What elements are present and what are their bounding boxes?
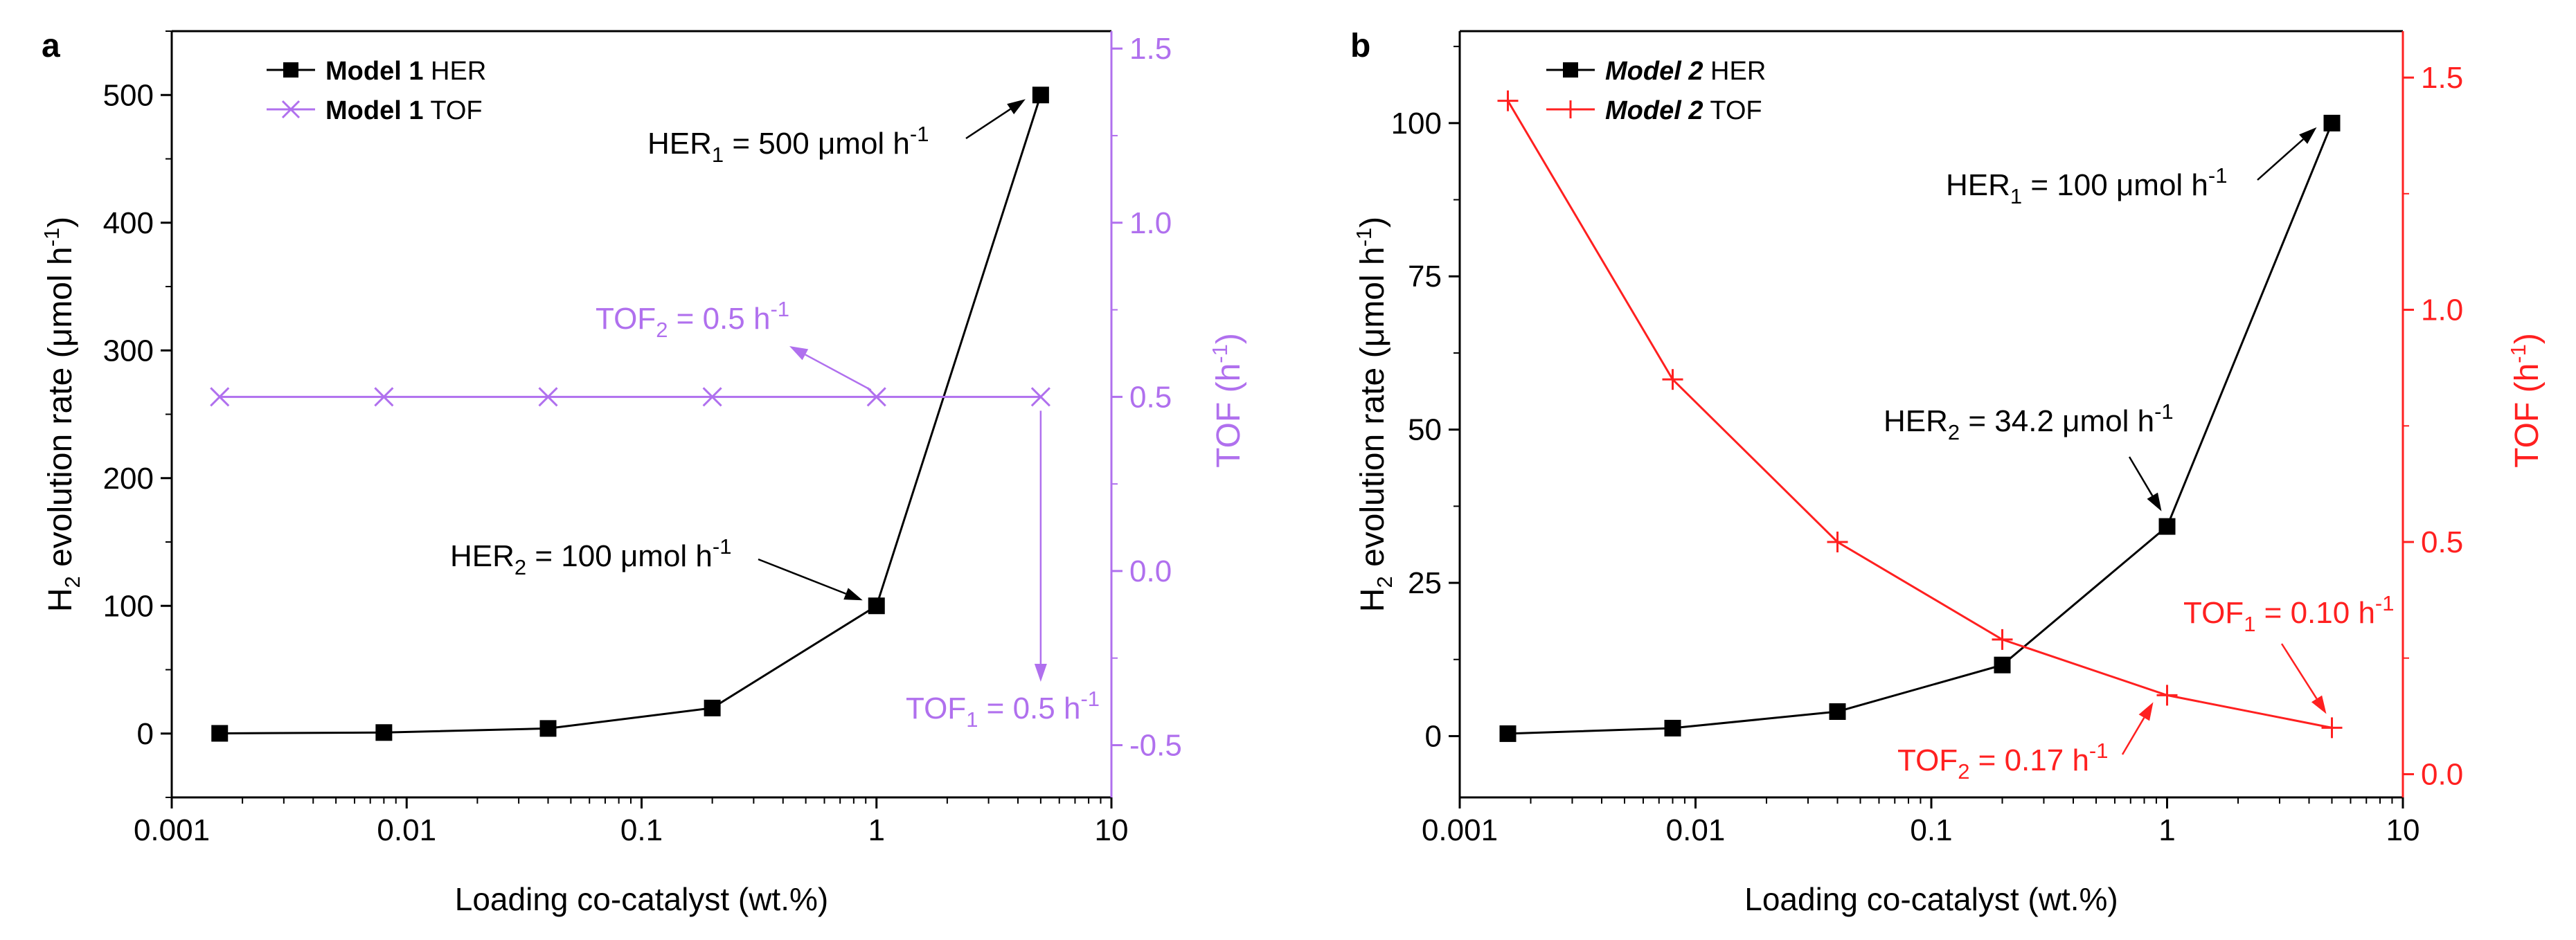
- panel-a-her-data-point: [868, 597, 885, 615]
- panel-b-x-tick-label: 0.01: [1666, 813, 1726, 847]
- panel-a-x-axis-title: Loading co-catalyst (wt.%): [455, 881, 828, 917]
- panel-a-y-left-tick-label: 500: [103, 78, 154, 112]
- panel-b-tof-data-point: [2321, 717, 2343, 739]
- panel-a-x-tick-label: 0.01: [377, 813, 436, 847]
- panel-b-her-data-point: [1664, 719, 1681, 736]
- panel-a-x-tick-label: 1: [868, 813, 885, 847]
- panel-a-arrow-tof2: [789, 346, 872, 391]
- panel-b-her-data-point: [1829, 703, 1846, 721]
- panel-b-annotation-tof2: TOF2 = 0.17 h-1: [1897, 739, 2109, 784]
- panel-b-y-left-tick-label: 25: [1408, 566, 1442, 600]
- panel-a-tof-data-point: [374, 387, 394, 407]
- panel-a-tof-data-point: [866, 387, 886, 407]
- panel-a-y-right-tick-label: 0.5: [1129, 380, 1172, 414]
- panel-b-x-tick-label: 0.001: [1422, 813, 1498, 847]
- panel-b-y-right-tick-label: 0.0: [2421, 757, 2463, 791]
- panel-b-tof-data-point: [1992, 629, 2013, 650]
- panel-b-x-axis-title: Loading co-catalyst (wt.%): [1744, 881, 2118, 917]
- panel-b-annotation-her2: HER2 = 34.2 μmol h-1: [1884, 399, 2174, 444]
- panel-a-x-tick-label: 0.1: [620, 813, 663, 847]
- panel-b-y-left-tick-label: 100: [1391, 107, 1442, 141]
- panel-b-y-axis-right-title: TOF (h-1): [2506, 333, 2546, 468]
- panel-b-x-tick-label: 10: [2386, 813, 2420, 847]
- panel-b-arrow-tof1: [2280, 643, 2327, 714]
- panel-a-legend-item-tof: Model 1 TOF: [267, 96, 483, 125]
- panel-a-panel-label: a: [42, 28, 60, 64]
- panel-a-tof-data-point: [538, 387, 558, 407]
- panel-b-arrow-her1: [2257, 127, 2317, 181]
- panel-a-y-axis-right-title: TOF (h-1): [1208, 333, 1247, 468]
- panel-a-y-left-tick-label: 100: [103, 589, 154, 623]
- panel-b-x-tick-label: 1: [2158, 813, 2175, 847]
- panel-b-tof-series-line: [1507, 100, 2332, 729]
- panel-a-y-left-tick-label: 400: [103, 206, 154, 240]
- panel-a-annotation-tof1: TOF1 = 0.5 h-1: [906, 687, 1100, 732]
- panel-b-x-tick-label: 0.1: [1910, 813, 1952, 847]
- panel-b-y-right-tick-label: 1.0: [2421, 293, 2463, 327]
- panel-a-annotation-her1: HER1 = 500 μmol h-1: [647, 122, 929, 167]
- panel-b-her-data-point: [1499, 725, 1517, 742]
- panel-a-tof-data-point: [1030, 387, 1050, 407]
- panel-a-annotation-her2: HER2 = 100 μmol h-1: [450, 534, 731, 579]
- panel-a-y-left-tick-label: 300: [103, 334, 154, 368]
- panel-a-y-left-tick-label: 0: [137, 717, 154, 751]
- panel-b-her-data-point: [2158, 518, 2176, 535]
- panel-b-legend-item-her: Model 2 HER: [1546, 57, 1766, 86]
- panel-b-y-left-tick-label: 75: [1408, 260, 1442, 293]
- panel-b-y-right-tick-label: 0.5: [2421, 525, 2463, 559]
- panel-b-her-series-line: [1508, 123, 2333, 735]
- panel-b-y-left-tick-label: 50: [1408, 413, 1442, 447]
- panel-a-x-tick-label: 10: [1095, 813, 1129, 847]
- panel-b-arrow-tof2: [2121, 702, 2154, 755]
- panel-a-legend-label: Model 1 TOF: [325, 96, 483, 125]
- panel-a-her-data-point: [375, 724, 393, 741]
- panel-b-panel-label: b: [1350, 28, 1370, 64]
- panel-b-tof-data-point: [1827, 532, 1848, 552]
- panel-b-tof-data-point: [1497, 90, 1519, 111]
- panel-a-her-data-point: [1032, 87, 1049, 104]
- panel-b-legend-item-tof: Model 2 TOF: [1546, 96, 1762, 125]
- panel-b-y-left-tick-label: 0: [1425, 719, 1442, 753]
- panel-a-legend-item-her: Model 1 HER: [267, 57, 486, 86]
- panel-b-her-data-point: [1994, 656, 2011, 674]
- panel-b-her-data-point: [2323, 114, 2341, 132]
- panel-a-her-data-point: [211, 725, 229, 742]
- panel-b-legend-label: Model 2 HER: [1605, 57, 1766, 86]
- panel-a-y-right-tick-label: 0.0: [1129, 554, 1172, 588]
- panel-a-y-right-tick-label: -0.5: [1129, 729, 1182, 763]
- panel-a-y-left-tick-label: 200: [103, 462, 154, 496]
- panel-b-arrow-her2: [2128, 456, 2162, 512]
- panel-a-her-data-point: [539, 720, 557, 737]
- panel-a-arrow-tof1: [1034, 410, 1047, 682]
- panel-b-y-axis-left-title: H2 evolution rate (μmol h-1): [1352, 217, 1397, 612]
- panel-a-annotation-tof2: TOF2 = 0.5 h-1: [596, 297, 789, 342]
- panel-a-y-right-tick-label: 1.5: [1129, 32, 1172, 66]
- panel-a-x-tick-label: 0.001: [134, 813, 210, 847]
- panel-a-her-data-point: [704, 699, 721, 716]
- panel-a-tof-data-point: [210, 387, 230, 407]
- panel-b-legend-label: Model 2 TOF: [1605, 96, 1762, 125]
- panel-b-annotation-her1: HER1 = 100 μmol h-1: [1946, 163, 2227, 208]
- panel-b-tof-data-point: [1662, 369, 1683, 390]
- panel-a-tof-data-point: [702, 387, 722, 407]
- panel-b-y-right-tick-label: 1.5: [2421, 61, 2463, 95]
- panel-a-arrow-her1: [965, 99, 1026, 140]
- panel-a-arrow-her2: [758, 558, 863, 601]
- panel-b-tof-data-point: [2156, 685, 2178, 706]
- panel-a-her-series-line: [220, 94, 1042, 734]
- panel-a-legend-label: Model 1 HER: [325, 57, 486, 86]
- panel-b-annotation-tof1: TOF1 = 0.10 h-1: [2183, 591, 2395, 636]
- panel-a-y-axis-left-title: H2 evolution rate (μmol h-1): [39, 217, 84, 612]
- panel-a-y-right-tick-label: 1.0: [1129, 206, 1172, 240]
